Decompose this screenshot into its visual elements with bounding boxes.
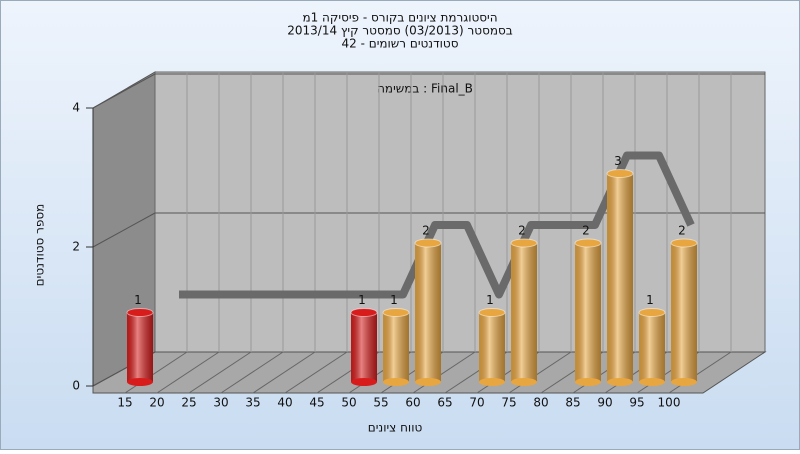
value-label: 1 bbox=[134, 293, 142, 307]
bar-top bbox=[350, 308, 378, 317]
bar-shine bbox=[671, 243, 697, 382]
x-tick-label: 20 bbox=[149, 396, 164, 410]
bar-top bbox=[478, 308, 506, 317]
bar-top bbox=[670, 238, 698, 248]
x-tick-label: 30 bbox=[213, 396, 228, 410]
x-tick-label: 50 bbox=[341, 396, 356, 410]
x-floor-line bbox=[156, 351, 220, 394]
value-label: 3 bbox=[614, 154, 622, 168]
value-label: 1 bbox=[358, 293, 366, 307]
value-label: 2 bbox=[678, 224, 686, 238]
bar-shine bbox=[575, 243, 601, 382]
x-tick-label: 55 bbox=[373, 396, 388, 410]
bar-shine bbox=[479, 312, 505, 382]
x-floor-line bbox=[124, 351, 188, 394]
x-tick-label: 100 bbox=[658, 396, 681, 410]
annotation: במשימה : Final_B bbox=[377, 82, 473, 96]
bar-top bbox=[638, 308, 666, 317]
value-label: 1 bbox=[486, 293, 494, 307]
x-tick-label: 35 bbox=[245, 396, 260, 410]
x-tick-label: 65 bbox=[437, 396, 452, 410]
bar-shine bbox=[351, 312, 377, 382]
x-floor-line bbox=[252, 351, 316, 394]
bar-top bbox=[126, 308, 154, 317]
value-label: 1 bbox=[646, 293, 654, 307]
bar-bottom bbox=[127, 378, 153, 386]
bar-shine bbox=[607, 173, 633, 382]
x-tick-label: 85 bbox=[565, 396, 580, 410]
bar-shine bbox=[639, 312, 665, 382]
bar-bottom bbox=[671, 378, 697, 386]
x-tick-label: 15 bbox=[117, 396, 132, 410]
value-label: 2 bbox=[582, 224, 590, 238]
value-label: 2 bbox=[518, 224, 526, 238]
trend-ribbon bbox=[179, 151, 695, 299]
y-tick-label: 4 bbox=[72, 101, 80, 115]
bar-top bbox=[382, 308, 410, 317]
y-tick-label: 0 bbox=[72, 379, 80, 393]
y-tick-label: 2 bbox=[72, 240, 80, 254]
x-tick-label: 60 bbox=[405, 396, 420, 410]
x-floor-line bbox=[412, 351, 476, 394]
chart-subtitle: סטודנטים רשומים - 42 bbox=[341, 37, 458, 51]
bar-bottom bbox=[383, 378, 409, 386]
bar-bottom bbox=[479, 378, 505, 386]
bar-bottom bbox=[511, 378, 537, 386]
x-tick-label: 80 bbox=[533, 396, 548, 410]
x-floor-line bbox=[508, 351, 572, 394]
x-tick-label: 75 bbox=[501, 396, 516, 410]
bar-top bbox=[510, 238, 538, 248]
x-floor-line bbox=[220, 351, 284, 394]
bar-shine bbox=[127, 312, 153, 382]
bar-bottom bbox=[607, 378, 633, 386]
x-tick-label: 95 bbox=[629, 396, 644, 410]
bar-top bbox=[414, 238, 442, 248]
bar-shine bbox=[383, 312, 409, 382]
x-axis-label: טווח ציונים bbox=[368, 421, 423, 435]
bar-top bbox=[574, 238, 602, 248]
grid-line bbox=[92, 73, 156, 109]
chart-subtitle: בסמסטר (03/2013) סמסטר קיץ 2013/14 bbox=[287, 24, 513, 38]
x-tick-label: 40 bbox=[277, 396, 292, 410]
bar-bottom bbox=[415, 378, 441, 386]
x-floor-line bbox=[668, 351, 732, 394]
x-tick-label: 25 bbox=[181, 396, 196, 410]
x-tick-label: 90 bbox=[597, 396, 612, 410]
x-tick-label: 45 bbox=[309, 396, 324, 410]
x-floor-line bbox=[284, 351, 348, 394]
bar-bottom bbox=[351, 378, 377, 386]
x-floor-line bbox=[188, 351, 252, 394]
value-label: 1 bbox=[390, 293, 398, 307]
bar-bottom bbox=[639, 378, 665, 386]
bar-shine bbox=[511, 243, 537, 382]
grid-line bbox=[92, 212, 156, 248]
bar-shine bbox=[415, 243, 441, 382]
value-label: 2 bbox=[422, 224, 430, 238]
bar-top bbox=[606, 169, 634, 178]
y-axis-label: מספר סטודנטים bbox=[33, 204, 47, 287]
chart-title: היסטוגרמת ציונים בקורס - פיסיקה 1מ bbox=[302, 11, 497, 25]
bar-bottom bbox=[575, 378, 601, 386]
x-tick-label: 70 bbox=[469, 396, 484, 410]
